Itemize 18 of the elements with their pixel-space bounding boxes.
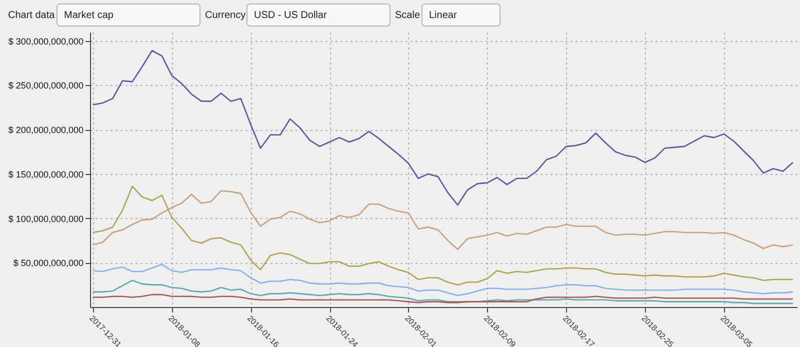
y-tick-label: $ 200,000,000,000 <box>8 125 84 136</box>
line-series <box>92 190 794 250</box>
line-series <box>92 280 794 304</box>
text: Scale <box>395 10 420 21</box>
text: Chart data <box>8 10 56 21</box>
y-tick-label: $ 50,000,000,000 <box>13 258 84 268</box>
y-tick-label: $ 150,000,000,000 <box>8 169 84 180</box>
line-series <box>92 186 794 286</box>
text: Market cap <box>64 10 114 21</box>
line-series <box>92 294 794 304</box>
y-tick-label: $ 300,000,000,000 <box>8 36 84 46</box>
line-series <box>92 264 794 296</box>
y-tick-label: $ 250,000,000,000 <box>8 80 84 91</box>
text: Linear <box>429 10 458 21</box>
line-series <box>92 50 794 206</box>
y-tick-label: $ 100,000,000,000 <box>8 214 84 224</box>
text: Currency <box>205 10 246 21</box>
text: USD - US Dollar <box>254 10 328 21</box>
